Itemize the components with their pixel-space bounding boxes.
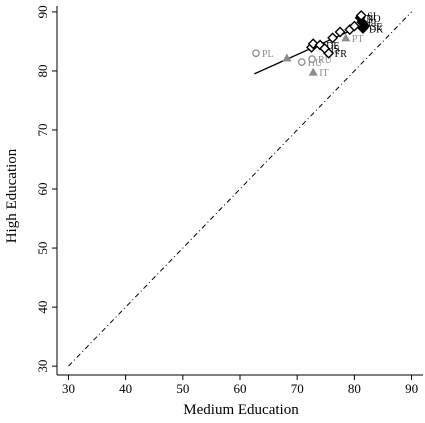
y-tick-label: 80	[35, 64, 50, 77]
point-marker	[308, 55, 316, 63]
point-marker	[327, 32, 339, 44]
point-label: DE	[326, 41, 339, 52]
y-axis-title: High Education	[4, 148, 20, 243]
point-label: IS	[331, 45, 340, 56]
point-marker	[319, 43, 331, 54]
y-tick-label: 40	[35, 301, 50, 314]
data-point	[348, 20, 360, 32]
point-marker	[297, 58, 306, 66]
data-point: FI	[356, 16, 377, 29]
point-label: DK	[369, 24, 384, 35]
x-tick-label: 60	[234, 381, 247, 396]
data-point: IT	[308, 67, 329, 79]
x-tick-label: 40	[119, 381, 132, 396]
point-label: SE	[371, 22, 383, 33]
y-tick-label: 50	[35, 242, 50, 255]
point-label: IT	[319, 68, 328, 79]
point-label: HU	[308, 58, 323, 69]
y-tick-label: 60	[35, 183, 50, 196]
x-tick-label: 70	[291, 381, 304, 396]
point-marker	[348, 20, 360, 32]
data-point: IS	[319, 43, 340, 56]
point-label: FI	[368, 18, 377, 29]
x-tick-label: 50	[176, 381, 189, 396]
data-point	[282, 53, 292, 62]
point-marker	[341, 33, 351, 42]
point-label: PT	[352, 34, 364, 45]
data-point: PT	[341, 33, 363, 45]
x-axis-title: Medium Education	[183, 402, 299, 418]
data-point: SI	[355, 9, 376, 22]
point-marker	[252, 49, 260, 58]
x-tick-label: 80	[348, 381, 361, 396]
x-tick-label: 30	[62, 381, 75, 396]
x-tick-label: 90	[405, 381, 418, 396]
data-point	[327, 32, 339, 44]
data-point	[307, 38, 319, 50]
point-marker	[308, 67, 318, 76]
point-label: NO	[366, 14, 380, 25]
point-marker	[334, 26, 346, 38]
point-marker	[307, 38, 319, 50]
data-point: RU	[308, 55, 333, 66]
reference-lines	[68, 11, 412, 367]
data-point: PL	[252, 49, 274, 60]
point-label: FR	[335, 49, 348, 60]
y-tick-label: 30	[35, 360, 50, 373]
point-marker	[355, 9, 367, 21]
point-marker	[282, 53, 292, 62]
axes: 30 40 50 60 70 80 90 30 40 50 60 70 80 90	[35, 5, 423, 396]
y-tick-label: 90	[35, 5, 50, 18]
point-label: PL	[262, 49, 274, 60]
point-marker	[356, 16, 368, 28]
data-point	[334, 26, 346, 38]
data-point: HU	[297, 58, 323, 69]
point-label: RU	[318, 55, 333, 66]
y-tick-label: 70	[35, 123, 50, 136]
point-label: SI	[367, 11, 376, 22]
reference-line-45deg	[68, 11, 412, 367]
